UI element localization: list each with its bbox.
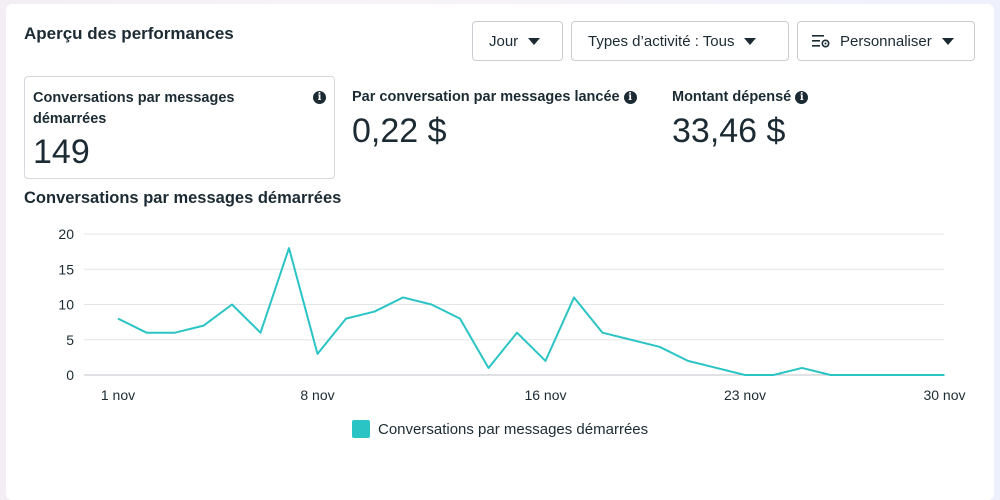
activity-type-dropdown[interactable]: Types d’activité : Tous <box>571 21 789 61</box>
metric-value: 149 <box>33 133 90 171</box>
chart-title: Conversations par messages démarrées <box>24 189 342 207</box>
y-tick-label: 15 <box>58 261 74 277</box>
customize-settings-icon <box>812 35 830 48</box>
period-dropdown[interactable]: Jour <box>472 21 563 61</box>
series-line <box>117 247 945 376</box>
legend-swatch <box>352 420 370 438</box>
y-tick-label: 0 <box>66 367 74 383</box>
metric-card-conversations[interactable]: Conversations par messages démarrées i 1… <box>24 76 335 179</box>
legend-label: Conversations par messages démarrées <box>378 420 649 438</box>
y-tick-label: 20 <box>58 226 74 242</box>
customize-dropdown[interactable]: Personnaliser <box>797 21 975 61</box>
x-tick-label: 8 nov <box>300 387 334 403</box>
customize-dropdown-label: Personnaliser <box>840 32 932 50</box>
x-tick-label: 16 nov <box>524 387 566 403</box>
metric-label: Par conversation par messages lancée <box>352 89 620 105</box>
metric-card-cost-per-conversation[interactable]: Par conversation par messages lancée i 0… <box>352 87 637 150</box>
x-tick-label: 23 nov <box>724 387 766 403</box>
y-tick-label: 10 <box>58 297 74 313</box>
x-tick-label: 30 nov <box>923 387 965 403</box>
chevron-down-icon <box>528 37 541 45</box>
x-tick-label: 1 nov <box>101 387 135 403</box>
metric-value: 33,46 $ <box>672 112 786 150</box>
info-icon[interactable]: i <box>623 91 637 104</box>
chart-legend[interactable]: Conversations par messages démarrées <box>352 420 648 438</box>
metric-card-amount-spent[interactable]: Montant dépensé i 33,46 $ <box>672 87 809 150</box>
info-icon[interactable]: i <box>795 91 809 104</box>
info-icon[interactable]: i <box>313 91 326 104</box>
activity-type-dropdown-label: Types d’activité : Tous <box>588 32 735 50</box>
chevron-down-icon <box>744 37 757 45</box>
metric-label: Conversations par messages démarrées <box>33 90 235 127</box>
line-chart: 0 5 10 15 20 1 nov 8 nov 16 nov 23 nov 30 nov <box>58 226 965 403</box>
performance-card: Aperçu des performances Jour Types d’act… <box>6 4 994 500</box>
y-tick-label: 5 <box>66 332 74 348</box>
period-dropdown-label: Jour <box>489 32 519 50</box>
page-title: Aperçu des performances <box>24 24 234 43</box>
metric-value: 0,22 $ <box>352 112 447 150</box>
chevron-down-icon <box>941 37 954 45</box>
metric-label: Montant dépensé <box>672 89 792 105</box>
